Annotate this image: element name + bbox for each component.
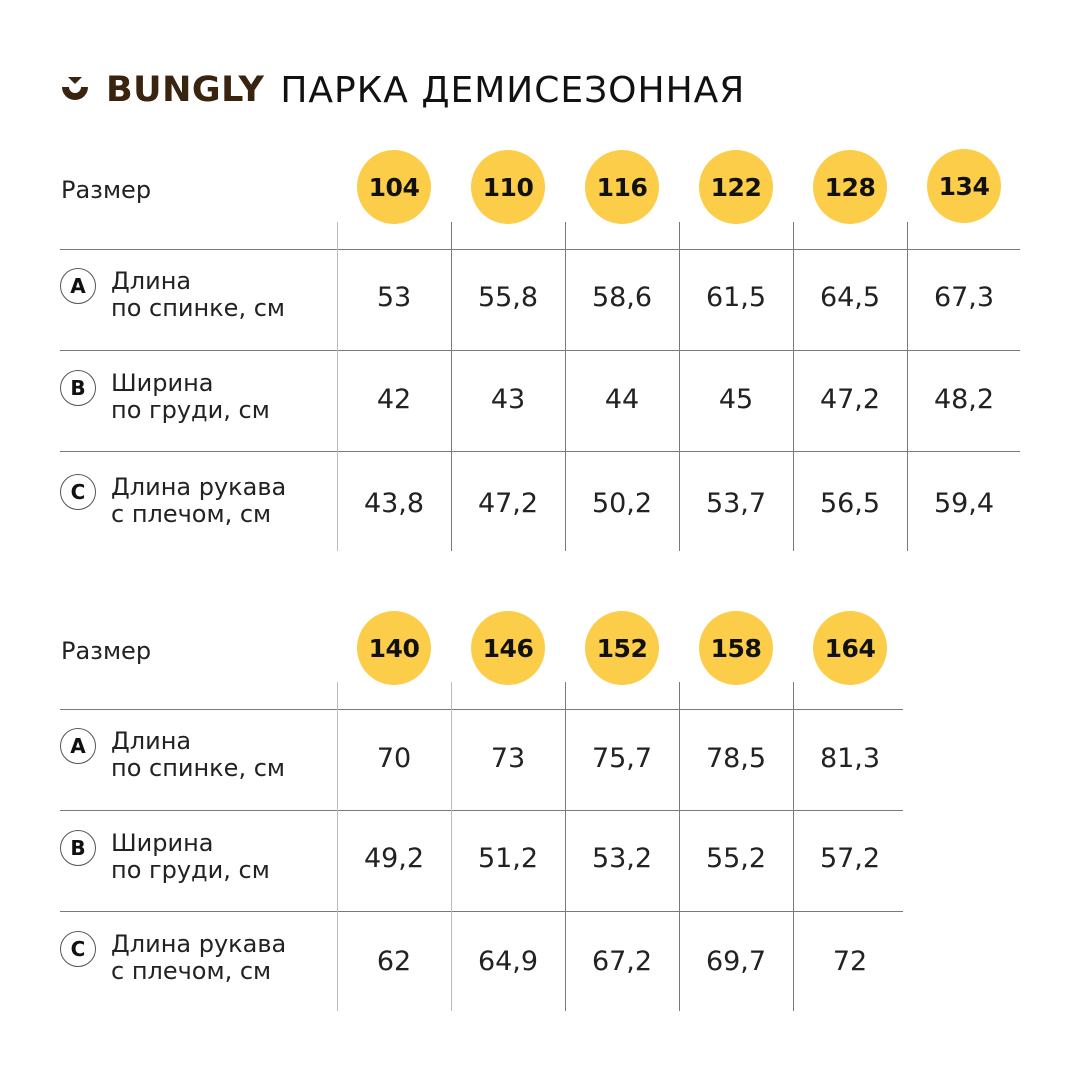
table-cell: 47,2 — [819, 384, 881, 415]
table-cell: 62 — [376, 946, 412, 977]
table-cell: 49,2 — [363, 843, 425, 874]
letter-a-icon: A — [60, 268, 96, 304]
table-cell: 55,2 — [705, 843, 767, 874]
label-line: по груди, см — [111, 856, 270, 884]
table-cell: 64,9 — [477, 946, 539, 977]
table-cell: 42 — [376, 384, 412, 415]
size-badge: 104 — [357, 150, 431, 224]
size-badge: 146 — [471, 611, 545, 685]
brand-name: BUNGLY — [106, 70, 265, 110]
page-header: BUNGLY ПАРКА ДЕМИСЕЗОННАЯ — [58, 66, 745, 114]
size-label: Размер — [61, 637, 152, 665]
table-cell: 70 — [376, 743, 412, 774]
label-line: с плечом, см — [111, 957, 272, 985]
measure-label-back-length: A Длина по спинке, см — [60, 268, 285, 322]
column-divider — [565, 682, 566, 1011]
table-cell: 78,5 — [705, 743, 767, 774]
table-cell: 55,8 — [477, 282, 539, 313]
table-cell: 51,2 — [477, 843, 539, 874]
column-divider — [451, 222, 452, 551]
row-divider — [60, 709, 903, 710]
label-line: по спинке, см — [111, 294, 285, 322]
column-divider — [793, 682, 794, 1011]
letter-b-icon: B — [60, 830, 96, 866]
column-divider — [337, 222, 338, 551]
size-label: Размер — [61, 176, 152, 204]
column-divider — [337, 682, 338, 1011]
page-title: ПАРКА ДЕМИСЕЗОННАЯ — [280, 69, 746, 111]
table-cell: 59,4 — [933, 488, 995, 519]
table-cell: 45 — [718, 384, 754, 415]
table-cell: 67,2 — [591, 946, 653, 977]
table-cell: 43 — [490, 384, 526, 415]
table-cell: 81,3 — [819, 743, 881, 774]
table-cell: 44 — [604, 384, 640, 415]
row-divider — [60, 249, 1020, 250]
label-line: Длина рукава — [111, 473, 287, 501]
size-badge: 128 — [813, 150, 887, 224]
table-cell: 50,2 — [591, 488, 653, 519]
letter-c-icon: C — [60, 931, 96, 967]
letter-a-icon: A — [60, 728, 96, 764]
size-badge: 164 — [813, 611, 887, 685]
letter-b-icon: B — [60, 370, 96, 406]
measure-label-chest-width: B Ширина по груди, см — [60, 830, 270, 884]
column-divider — [451, 682, 452, 1011]
label-line: Длина — [111, 727, 192, 755]
row-divider — [60, 810, 903, 811]
table-cell: 47,2 — [477, 488, 539, 519]
table-cell: 67,3 — [933, 282, 995, 313]
table-cell: 75,7 — [591, 743, 653, 774]
letter-c-icon: C — [60, 474, 96, 510]
size-badge: 116 — [585, 150, 659, 224]
column-divider — [907, 222, 908, 551]
label-line: по спинке, см — [111, 754, 285, 782]
row-divider — [60, 451, 1020, 452]
label-line: Длина — [111, 267, 192, 295]
table-cell: 56,5 — [819, 488, 881, 519]
table-cell: 53,7 — [705, 488, 767, 519]
label-line: Длина рукава — [111, 930, 287, 958]
size-badge: 122 — [699, 150, 773, 224]
label-line: с плечом, см — [111, 500, 272, 528]
table-cell: 73 — [490, 743, 526, 774]
table-cell: 48,2 — [933, 384, 995, 415]
column-divider — [565, 222, 566, 551]
table-cell: 53 — [376, 282, 412, 313]
smile-u-logo-icon — [62, 77, 88, 100]
table-cell: 53,2 — [591, 843, 653, 874]
table-cell: 57,2 — [819, 843, 881, 874]
measure-label-chest-width: B Ширина по груди, см — [60, 370, 270, 424]
size-badge: 110 — [471, 150, 545, 224]
column-divider — [679, 682, 680, 1011]
size-badge: 134 — [927, 149, 1001, 223]
row-divider — [60, 911, 903, 912]
table-cell: 64,5 — [819, 282, 881, 313]
label-line: по груди, см — [111, 396, 270, 424]
table-cell: 61,5 — [705, 282, 767, 313]
size-badge: 140 — [357, 611, 431, 685]
column-divider — [793, 222, 794, 551]
measure-label-sleeve-length: C Длина рукава с плечом, см — [60, 474, 286, 528]
label-line: Ширина — [111, 829, 214, 857]
measure-label-sleeve-length: C Длина рукава с плечом, см — [60, 931, 286, 985]
label-line: Ширина — [111, 369, 214, 397]
table-cell: 69,7 — [705, 946, 767, 977]
row-divider — [60, 350, 1020, 351]
column-divider — [679, 222, 680, 551]
size-badge: 152 — [585, 611, 659, 685]
size-badge: 158 — [699, 611, 773, 685]
table-cell: 58,6 — [591, 282, 653, 313]
table-cell: 72 — [832, 946, 868, 977]
table-cell: 43,8 — [363, 488, 425, 519]
measure-label-back-length: A Длина по спинке, см — [60, 728, 285, 782]
